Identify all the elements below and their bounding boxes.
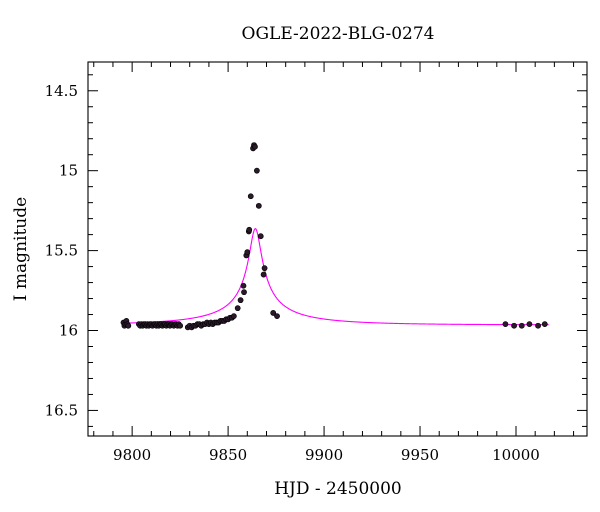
y-tick-label: 16 [59, 322, 78, 340]
axis-ticks [88, 62, 587, 436]
data-point [270, 310, 277, 316]
x-tick-label: 9900 [305, 446, 343, 464]
data-point [241, 289, 247, 296]
data-point [177, 322, 184, 329]
y-tick-label: 15 [59, 162, 78, 180]
x-axis-label: HJD - 2450000 [274, 479, 402, 499]
y-tick-label: 14.5 [45, 82, 78, 100]
data-point [125, 322, 132, 329]
model-curve-group [122, 228, 549, 326]
data-point [230, 313, 237, 320]
data-point [244, 249, 251, 256]
data-point [541, 321, 548, 328]
data-point [234, 305, 241, 312]
model-curve [122, 228, 549, 326]
data-point [252, 143, 258, 150]
data-point [240, 282, 247, 289]
x-tick-label: 9800 [113, 446, 151, 464]
data-point [518, 322, 525, 329]
data-point [237, 297, 244, 304]
x-tick-label: 9950 [401, 446, 439, 464]
data-point [260, 271, 267, 278]
plot-frame [87, 61, 588, 437]
data-point [255, 202, 262, 209]
data-point [502, 321, 509, 328]
data-point [261, 265, 268, 272]
x-tick-label: 10000 [492, 446, 540, 464]
axis-tick-labels: 9800 9850 9900 9950 10000 14.5 15 15.5 16 16.5 [45, 82, 540, 464]
data-point [526, 321, 533, 328]
y-axis-label: I magnitude [11, 197, 31, 301]
data-point [535, 322, 541, 329]
y-tick-label: 15.5 [45, 242, 78, 260]
y-tick-label: 16.5 [45, 401, 78, 419]
chart-title: OGLE-2022-BLG-0274 [242, 24, 435, 44]
data-point [246, 226, 253, 233]
data-points-group [120, 142, 548, 331]
data-point [247, 193, 254, 200]
data-point [257, 233, 264, 240]
data-point [511, 322, 517, 329]
data-point [253, 167, 260, 174]
data-point [274, 313, 280, 320]
x-tick-label: 9850 [209, 446, 247, 464]
